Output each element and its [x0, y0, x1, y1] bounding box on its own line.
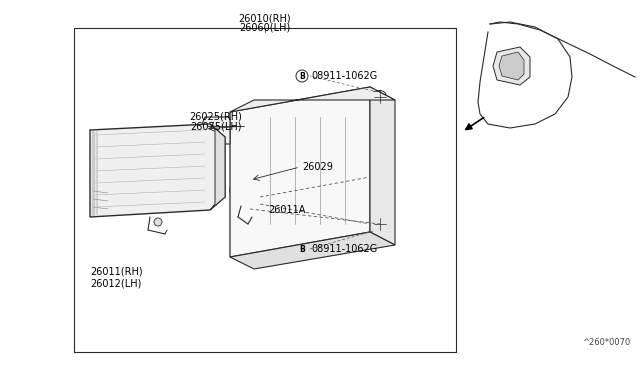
Polygon shape	[493, 47, 530, 85]
Text: 26075(LH): 26075(LH)	[191, 121, 242, 131]
Circle shape	[154, 218, 162, 226]
Text: 26029: 26029	[302, 162, 333, 172]
Text: 26012(LH): 26012(LH)	[90, 279, 141, 289]
Polygon shape	[230, 87, 370, 257]
Text: 08911-1062G: 08911-1062G	[311, 71, 377, 81]
Text: 26011(RH): 26011(RH)	[90, 267, 143, 277]
Circle shape	[230, 172, 266, 208]
Circle shape	[296, 243, 308, 255]
Circle shape	[374, 218, 387, 231]
Text: 26025(RH): 26025(RH)	[189, 111, 242, 121]
Polygon shape	[499, 52, 524, 80]
Polygon shape	[230, 87, 395, 112]
Text: 08911-1062G: 08911-1062G	[311, 244, 377, 254]
Polygon shape	[200, 117, 230, 144]
Text: 26060(LH): 26060(LH)	[239, 22, 291, 32]
Circle shape	[296, 70, 308, 82]
Text: B: B	[299, 244, 305, 253]
Polygon shape	[90, 124, 225, 217]
Text: ^260*0070: ^260*0070	[582, 338, 630, 347]
Circle shape	[238, 180, 258, 200]
Text: 26010(RH): 26010(RH)	[239, 13, 291, 23]
Text: 26011A: 26011A	[268, 205, 305, 215]
Polygon shape	[210, 124, 225, 210]
Circle shape	[374, 90, 387, 103]
Text: B: B	[299, 71, 305, 80]
Polygon shape	[230, 232, 395, 269]
Polygon shape	[370, 87, 395, 245]
